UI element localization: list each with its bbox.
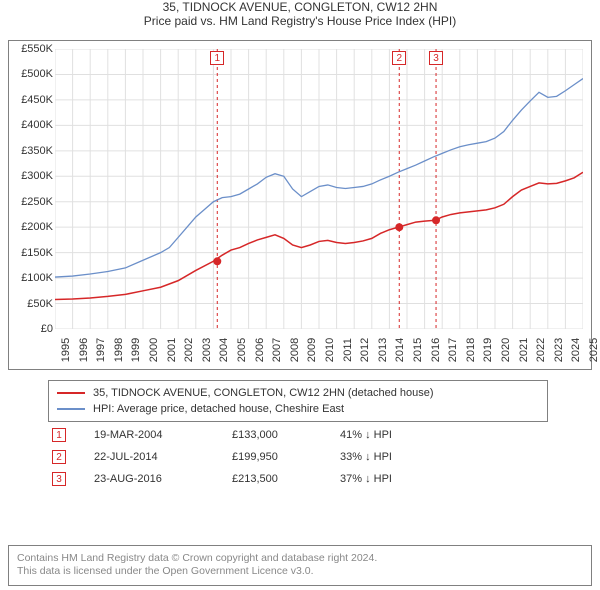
- footer-box: Contains HM Land Registry data © Crown c…: [8, 545, 592, 586]
- events-table: 1 19-MAR-2004 £133,000 41% ↓ HPI 2 22-JUL-201…: [48, 424, 548, 490]
- y-tick-label: £300K: [13, 170, 53, 182]
- event-price: £133,000: [232, 429, 312, 441]
- event-date: 23-AUG-2016: [94, 473, 204, 485]
- event-number-box: 2: [52, 450, 66, 464]
- y-tick-label: £0: [13, 323, 53, 335]
- event-row: 1 19-MAR-2004 £133,000 41% ↓ HPI: [48, 424, 548, 446]
- event-number-box: 1: [52, 428, 66, 442]
- y-tick-label: £500K: [13, 68, 53, 80]
- event-price: £213,500: [232, 473, 312, 485]
- legend-item: HPI: Average price, detached house, Ches…: [57, 401, 539, 417]
- legend-label: HPI: Average price, detached house, Ches…: [93, 403, 344, 415]
- event-marker-box: 3: [429, 51, 443, 65]
- event-row: 3 23-AUG-2016 £213,500 37% ↓ HPI: [48, 468, 548, 490]
- event-marker-box: 1: [210, 51, 224, 65]
- y-tick-label: £550K: [13, 43, 53, 55]
- chart-svg: [55, 49, 583, 329]
- y-tick-label: £400K: [13, 119, 53, 131]
- event-marker-box: 2: [392, 51, 406, 65]
- event-number-box: 3: [52, 472, 66, 486]
- plot-area: [55, 49, 583, 329]
- event-date: 19-MAR-2004: [94, 429, 204, 441]
- y-tick-label: £50K: [13, 298, 53, 310]
- y-tick-label: £350K: [13, 145, 53, 157]
- event-delta: 37% ↓ HPI: [340, 473, 450, 485]
- legend-swatch: [57, 392, 85, 394]
- event-delta: 41% ↓ HPI: [340, 429, 450, 441]
- event-date: 22-JUL-2014: [94, 451, 204, 463]
- event-row: 2 22-JUL-2014 £199,950 33% ↓ HPI: [48, 446, 548, 468]
- legend-swatch: [57, 408, 85, 410]
- legend-label: 35, TIDNOCK AVENUE, CONGLETON, CW12 2HN …: [93, 387, 434, 399]
- legend-item: 35, TIDNOCK AVENUE, CONGLETON, CW12 2HN …: [57, 385, 539, 401]
- x-tick-label: 2025: [566, 338, 600, 362]
- page-title: 35, TIDNOCK AVENUE, CONGLETON, CW12 2HN: [0, 0, 600, 14]
- event-price: £199,950: [232, 451, 312, 463]
- footer-line-2: This data is licensed under the Open Gov…: [17, 565, 583, 579]
- page-subtitle: Price paid vs. HM Land Registry's House …: [0, 14, 600, 28]
- y-tick-label: £100K: [13, 272, 53, 284]
- y-tick-label: £250K: [13, 196, 53, 208]
- legend-box: 35, TIDNOCK AVENUE, CONGLETON, CW12 2HN …: [48, 380, 548, 422]
- y-tick-label: £200K: [13, 221, 53, 233]
- event-delta: 33% ↓ HPI: [340, 451, 450, 463]
- chart-container: £0 £50K £100K £150K £200K £250K £300K £350K £400…: [8, 40, 592, 370]
- y-tick-label: £450K: [13, 94, 53, 106]
- footer-line-1: Contains HM Land Registry data © Crown c…: [17, 552, 583, 566]
- y-tick-label: £150K: [13, 247, 53, 259]
